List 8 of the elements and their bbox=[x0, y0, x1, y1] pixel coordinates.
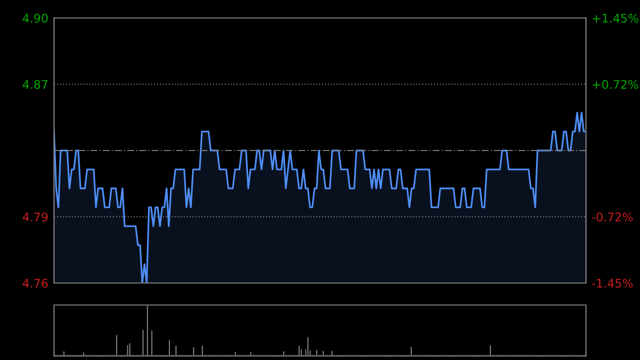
y-tick-label: 4.90 bbox=[22, 14, 48, 23]
y-tick-label: 4.87 bbox=[22, 80, 48, 89]
y-tick-label: 4.79 bbox=[22, 212, 48, 222]
y2-tick-label: -1.45% bbox=[592, 278, 633, 288]
y2-tick-label: +1.45% bbox=[592, 14, 638, 23]
y2-tick-label: +0.72% bbox=[592, 80, 638, 89]
y2-tick-label: -0.72% bbox=[592, 212, 633, 222]
y-tick-label: 4.76 bbox=[22, 278, 48, 288]
